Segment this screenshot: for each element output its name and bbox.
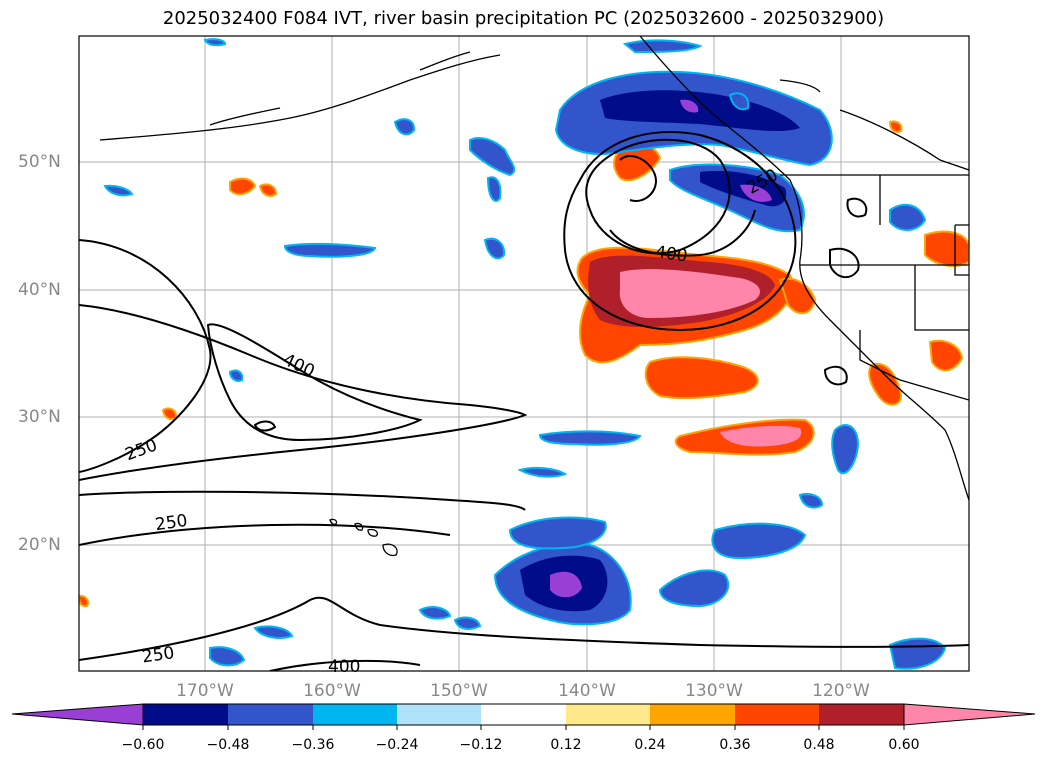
lon-label: 130°W <box>685 681 743 701</box>
colorbar-tick-label: 0.48 <box>803 737 835 753</box>
contour-label: 250 <box>154 511 189 535</box>
colorbar-tick-label: −0.36 <box>291 737 335 753</box>
lon-label: 140°W <box>558 681 616 701</box>
plot-frame <box>78 35 970 672</box>
colorbar-tick-label: −0.60 <box>121 737 165 753</box>
colorbar-tick-label: 0.24 <box>634 737 666 753</box>
lat-label: 40°N <box>18 280 61 300</box>
lon-label: 120°W <box>812 681 870 701</box>
lon-label: 170°W <box>176 681 234 701</box>
lon-label: 160°W <box>303 681 361 701</box>
ivt-contours <box>79 131 969 671</box>
colorbar-extend-max <box>903 703 1036 726</box>
lat-label: 30°N <box>18 407 61 427</box>
map-plot-area <box>79 36 969 671</box>
hawaii-islands <box>329 518 398 557</box>
contour-label: 250 <box>141 643 176 667</box>
lat-label: 50°N <box>18 152 61 172</box>
pos-blob-california-coast <box>778 277 817 315</box>
colorbar-extend-min <box>11 703 144 726</box>
negative-anomalies <box>103 38 947 670</box>
pos-blob-north-peak <box>619 269 760 318</box>
lon-label: 150°W <box>430 681 488 701</box>
colorbar-tick-label: −0.48 <box>206 737 250 753</box>
colorbar <box>11 703 1036 730</box>
lat-label: 20°N <box>18 535 61 555</box>
positive-anomalies <box>79 120 969 608</box>
map-title: 2025032400 F084 IVT, river basin precipi… <box>162 8 885 29</box>
contour-label: 400 <box>654 242 689 266</box>
contour-label: 400 <box>328 657 360 677</box>
colorbar-tick-label: 0.12 <box>550 737 582 753</box>
colorbar-tick-label: −0.24 <box>375 737 419 753</box>
colorbar-tick-label: 0.36 <box>719 737 751 753</box>
colorbar-tick-label: −0.12 <box>459 737 503 753</box>
colorbar-tick-label: 0.60 <box>888 737 920 753</box>
coastlines <box>99 36 969 501</box>
pos-blob-mid-band <box>644 356 759 400</box>
